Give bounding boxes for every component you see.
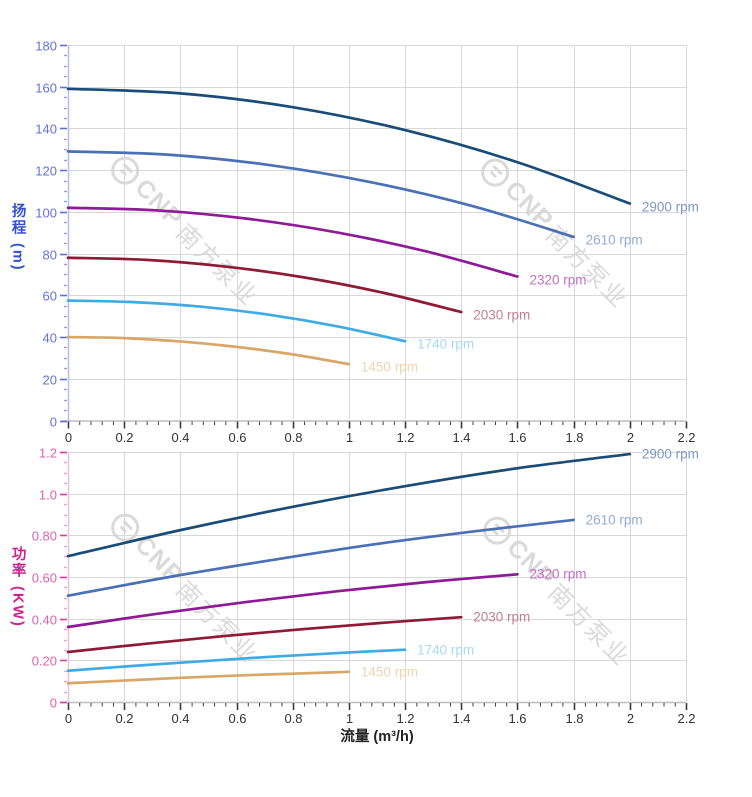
- y-tick-label: 60: [42, 288, 57, 303]
- curve-head-vs-flow-1450-rpm: [66, 335, 351, 366]
- series-label-1740-rpm: 1740 rpm: [417, 641, 475, 657]
- curve-power-vs-flow-1740-rpm: [66, 648, 407, 673]
- series-label-2030-rpm: 2030 rpm: [473, 609, 531, 625]
- x-tick-label: 0.8: [284, 711, 303, 726]
- x-tick-label: 1.8: [565, 429, 584, 445]
- series-label-2610-rpm: 2610 rpm: [585, 512, 643, 528]
- power-vs-flow-chart: [60, 451, 688, 710]
- series-label-2610-rpm: 2610 rpm: [585, 232, 643, 248]
- y-tick-label: 0: [49, 414, 57, 429]
- power-y-axis-title-text: 功率: [9, 546, 26, 579]
- x-tick-label: 0.4: [171, 711, 190, 726]
- x-tick-label: 0: [64, 429, 73, 445]
- series-label-2320-rpm: 2320 rpm: [529, 566, 587, 582]
- x-tick-label: 2.2: [677, 429, 696, 445]
- curve-head-vs-flow-2610-rpm: [66, 150, 575, 239]
- y-tick-label: 1.2: [38, 445, 57, 460]
- x-tick-label: 0.6: [228, 429, 247, 445]
- x-tick-label: 2: [626, 711, 635, 726]
- head-y-axis-title-text: 扬程: [9, 203, 26, 236]
- curve-power-vs-flow-2320-rpm: [66, 572, 519, 629]
- x-tick-label: 0.2: [115, 429, 134, 445]
- y-tick-label: 0.80: [31, 528, 57, 543]
- curve-power-vs-flow-2610-rpm: [66, 518, 575, 598]
- head-y-axis-unit: (m): [9, 243, 26, 272]
- head-y-axis-title: 扬程 (m): [9, 203, 26, 272]
- y-tick-label: 0.60: [31, 570, 57, 585]
- x-tick-label: 0: [64, 711, 73, 726]
- x-tick-label: 1: [345, 711, 354, 726]
- x-tick-label: 2: [626, 429, 635, 445]
- curve-head-vs-flow-2900-rpm: [66, 87, 632, 205]
- x-tick-label: 1.6: [508, 711, 527, 726]
- y-tick-label: 20: [42, 372, 57, 387]
- power-y-axis-title: 功率 (KW): [9, 546, 26, 628]
- x-tick-label: 1.8: [565, 711, 584, 726]
- y-tick-label: 0: [49, 695, 57, 710]
- y-ticks: [60, 451, 67, 704]
- x-ticks: [67, 421, 688, 429]
- series-label-1450-rpm: 1450 rpm: [360, 359, 418, 375]
- x-tick-label: 0.2: [115, 711, 134, 726]
- x-tick-label: 1.2: [396, 711, 415, 726]
- y-ticks: [60, 44, 67, 423]
- gridlines: [69, 45, 687, 420]
- gridlines: [69, 452, 687, 701]
- y-tick-label: 180: [35, 38, 57, 53]
- series-label-2030-rpm: 2030 rpm: [473, 307, 531, 323]
- x-ticks: [67, 703, 688, 710]
- x-tick-label: 2.2: [677, 711, 696, 726]
- y-tick-label: 40: [42, 330, 57, 345]
- y-tick-label: 120: [35, 163, 57, 178]
- power-y-axis-unit: (KW): [9, 586, 26, 628]
- x-tick-label: 1.6: [508, 429, 527, 445]
- y-tick-label: 0.40: [31, 612, 57, 627]
- series-label-1450-rpm: 1450 rpm: [360, 664, 418, 680]
- series-label-2900-rpm: 2900 rpm: [641, 198, 699, 214]
- x-axis-title: 流量 (m³/h): [340, 729, 414, 745]
- x-tick-label: 0.6: [228, 711, 247, 726]
- curve-power-vs-flow-2900-rpm: [66, 452, 632, 558]
- curve-head-vs-flow-1740-rpm: [66, 299, 407, 343]
- x-tick-label: 1.4: [452, 711, 471, 726]
- curve-power-vs-flow-2030-rpm: [66, 615, 463, 654]
- series-label-2320-rpm: 2320 rpm: [529, 271, 587, 287]
- head-vs-flow-chart: [60, 44, 688, 429]
- y-tick-label: 100: [35, 205, 57, 220]
- x-tick-label: 1.2: [396, 429, 415, 445]
- y-tick-label: 1.0: [38, 487, 57, 502]
- x-tick-label: 0.4: [171, 429, 190, 445]
- y-tick-label: 0.20: [31, 653, 57, 668]
- curve-power-vs-flow-1450-rpm: [66, 670, 351, 685]
- series-label-1740-rpm: 1740 rpm: [417, 336, 475, 352]
- x-tick-label: 0.8: [284, 429, 303, 445]
- curve-head-vs-flow-2320-rpm: [66, 206, 519, 278]
- y-tick-label: 140: [35, 121, 57, 136]
- x-tick-label: 1: [345, 429, 354, 445]
- series-label-2900-rpm: 2900 rpm: [641, 446, 699, 462]
- x-tick-label: 1.4: [452, 429, 471, 445]
- curve-head-vs-flow-2030-rpm: [66, 256, 463, 314]
- y-tick-label: 80: [42, 247, 57, 262]
- y-tick-label: 160: [35, 80, 57, 95]
